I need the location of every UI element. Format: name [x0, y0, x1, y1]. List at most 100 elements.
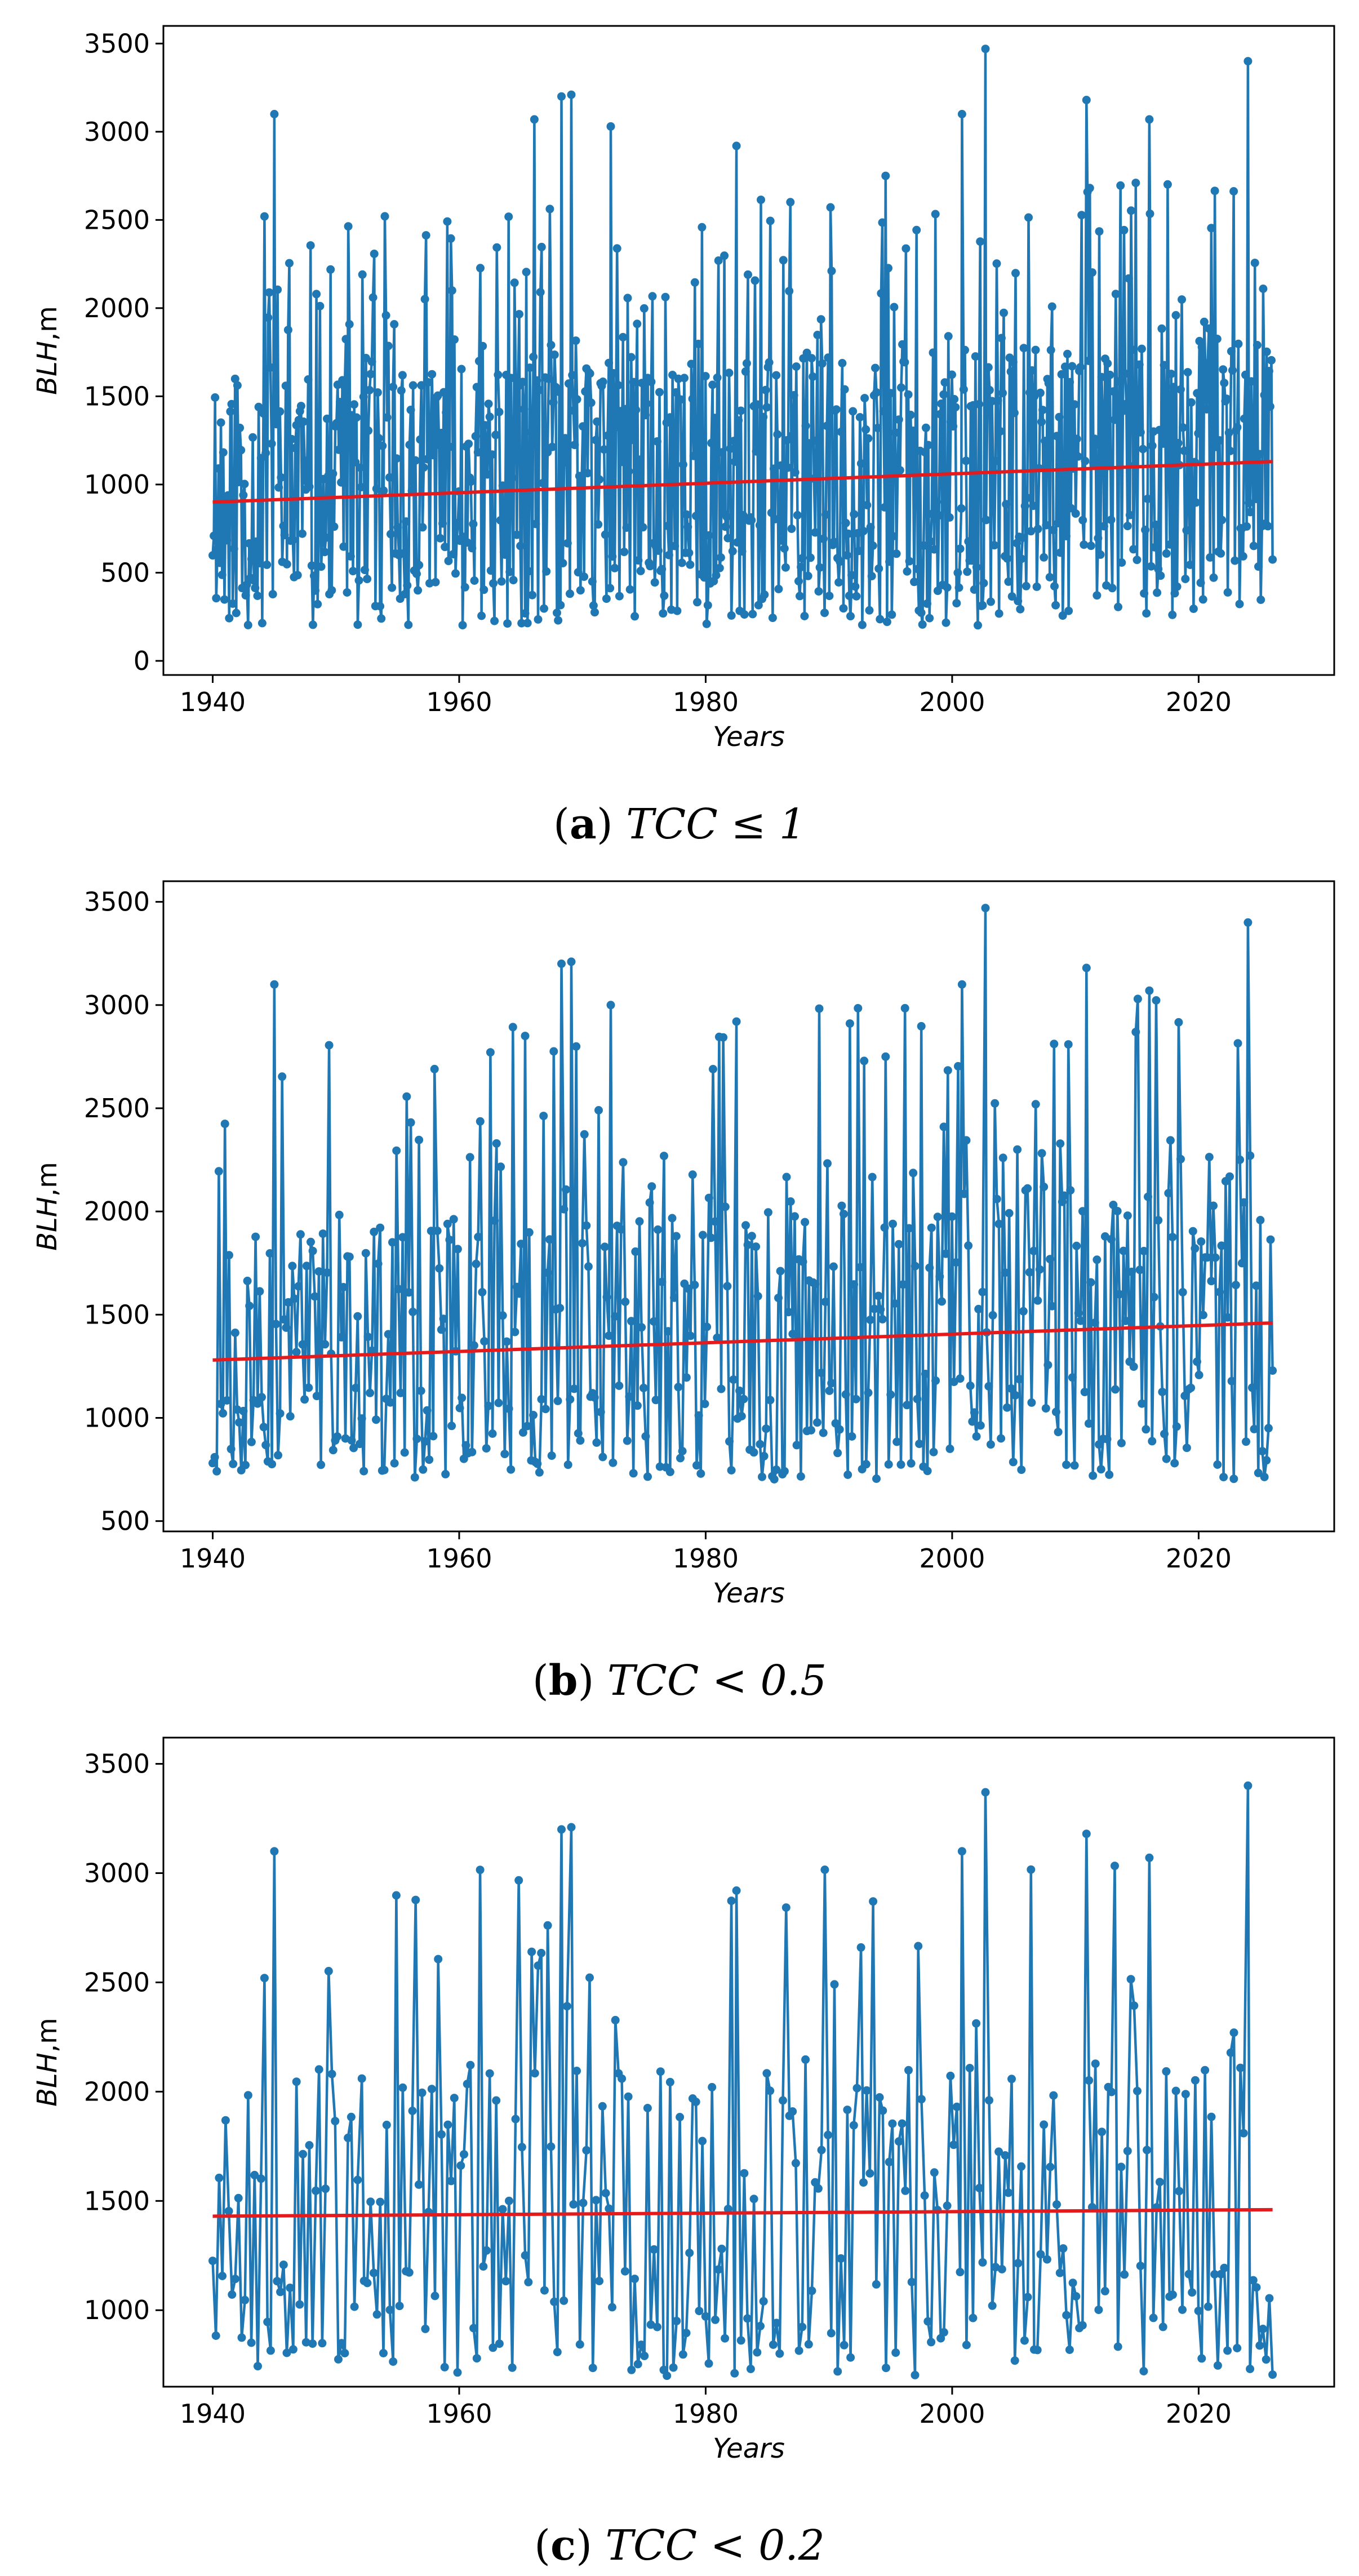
- data-point: [962, 456, 971, 465]
- data-point: [519, 405, 528, 414]
- data-point: [809, 372, 818, 381]
- data-point: [786, 1197, 795, 1206]
- data-point: [1216, 549, 1225, 558]
- data-point: [549, 398, 558, 407]
- data-point: [920, 448, 929, 457]
- data-point: [823, 421, 832, 430]
- data-point: [784, 1308, 793, 1317]
- data-point: [1224, 428, 1233, 437]
- data-point: [1145, 986, 1154, 995]
- data-point: [405, 2268, 414, 2277]
- data-point: [486, 566, 495, 575]
- data-point: [345, 1253, 354, 1262]
- data-point: [335, 1210, 344, 1219]
- data-point: [885, 557, 894, 566]
- data-point: [954, 1062, 962, 1071]
- data-point: [1176, 385, 1185, 394]
- data-point: [385, 473, 394, 482]
- data-point: [901, 2186, 910, 2195]
- data-point: [545, 205, 554, 214]
- data-point: [841, 1390, 850, 1399]
- data-point: [317, 1460, 326, 1469]
- data-point: [534, 615, 543, 624]
- data-point: [336, 398, 344, 407]
- data-point: [367, 357, 376, 366]
- data-point: [1059, 2244, 1068, 2253]
- data-point: [272, 420, 281, 429]
- data-point: [1014, 597, 1023, 606]
- data-point: [241, 2295, 250, 2304]
- x-tick-label: 2000: [919, 1543, 985, 1574]
- data-point: [790, 468, 800, 477]
- data-point: [1166, 1136, 1175, 1145]
- data-point: [1237, 1259, 1246, 1268]
- data-point: [1103, 1434, 1112, 1444]
- data-point: [1113, 1207, 1122, 1215]
- data-point: [442, 408, 451, 417]
- data-point: [715, 563, 724, 572]
- data-point: [927, 1223, 936, 1232]
- data-point: [1057, 370, 1066, 379]
- data-point: [698, 2137, 707, 2146]
- data-point: [298, 529, 307, 538]
- data-point: [515, 310, 523, 319]
- data-point: [1184, 2269, 1193, 2279]
- data-point: [229, 544, 238, 553]
- data-point: [247, 2338, 256, 2347]
- data-point: [494, 370, 503, 379]
- data-point: [417, 381, 426, 390]
- data-point: [1000, 308, 1008, 317]
- data-point: [649, 1317, 658, 1326]
- data-point: [240, 479, 249, 488]
- data-point: [1046, 2162, 1055, 2171]
- data-point: [784, 463, 793, 472]
- data-point: [877, 289, 886, 298]
- trend-line: [212, 460, 1273, 504]
- data-point: [575, 2340, 584, 2349]
- data-point: [312, 290, 321, 299]
- data-point: [547, 2142, 556, 2151]
- data-point: [589, 601, 598, 610]
- data-point: [1001, 1268, 1010, 1277]
- data-point: [1063, 349, 1072, 358]
- data-point: [914, 1942, 923, 1951]
- data-point: [214, 1167, 223, 1176]
- data-point: [776, 461, 785, 470]
- data-point: [498, 481, 507, 490]
- data-point: [393, 523, 402, 532]
- data-point: [901, 244, 911, 253]
- data-point: [1090, 1318, 1099, 1327]
- data-point: [674, 1383, 683, 1392]
- data-point: [837, 1201, 846, 1210]
- data-point: [1136, 2262, 1145, 2271]
- data-point: [1047, 1302, 1056, 1311]
- data-point: [524, 567, 533, 576]
- data-point: [1068, 1373, 1077, 1382]
- data-point: [1050, 582, 1059, 590]
- data-point: [658, 1277, 667, 1286]
- data-point: [308, 1246, 317, 1255]
- data-point: [323, 414, 331, 423]
- data-point: [498, 2205, 507, 2214]
- data-point: [1115, 377, 1124, 386]
- data-point: [833, 2367, 842, 2376]
- data-point: [532, 376, 541, 385]
- caption-b: (b) TCC < 0.5: [532, 1656, 827, 1705]
- data-point: [243, 620, 252, 629]
- data-point: [572, 2067, 581, 2075]
- data-point: [1072, 1241, 1081, 1250]
- data-point: [749, 2195, 758, 2204]
- data-point: [1119, 1246, 1128, 1255]
- data-point: [1094, 534, 1103, 543]
- data-point: [1229, 187, 1238, 196]
- data-point: [559, 1205, 569, 1214]
- y-tick-label: 1500: [84, 2186, 150, 2216]
- data-point: [1085, 184, 1094, 193]
- data-point: [1254, 1468, 1263, 1477]
- data-point: [1002, 500, 1011, 509]
- data-point: [1070, 1461, 1079, 1470]
- data-point: [430, 1064, 439, 1073]
- data-point: [703, 601, 712, 610]
- y-tick-label: 3500: [84, 887, 150, 917]
- data-point: [882, 618, 891, 627]
